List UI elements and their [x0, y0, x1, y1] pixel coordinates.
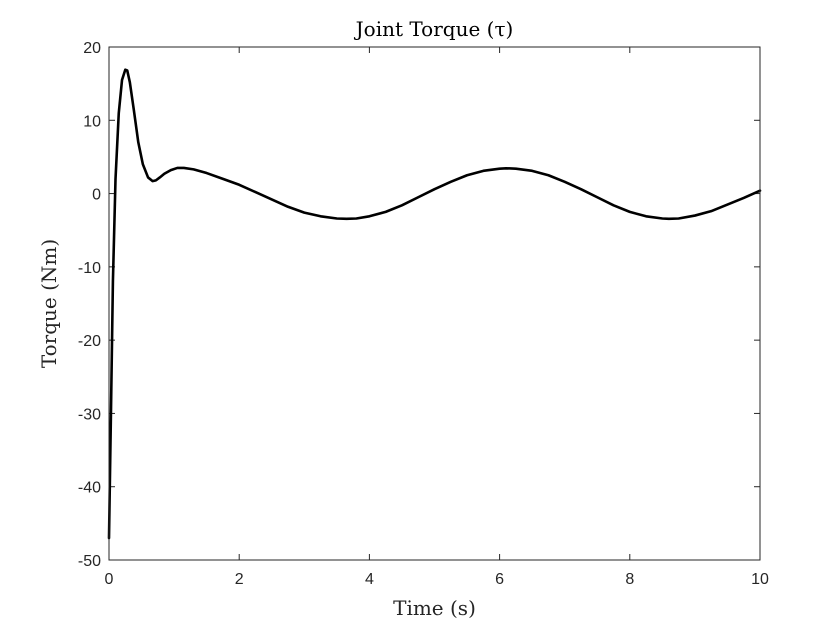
x-axis-label: Time (s) — [393, 596, 476, 620]
x-tick-label: 8 — [625, 571, 634, 588]
ticks: 0 2 4 6 8 10 20 10 0 -10 -20 -30 -40 -50 — [78, 40, 769, 588]
chart-title: Joint Torque (τ) — [354, 17, 514, 41]
y-tick-label: -50 — [78, 553, 101, 570]
y-tick-label: 20 — [83, 40, 101, 57]
x-tick-label: 0 — [105, 571, 114, 588]
y-axis-label: Torque (Nm) — [37, 239, 61, 368]
y-tick-label: 10 — [83, 113, 101, 130]
y-tick-label: 0 — [92, 187, 101, 204]
x-tick-label: 2 — [235, 571, 244, 588]
y-tick-label: -30 — [78, 406, 101, 423]
y-tick-label: -10 — [78, 260, 101, 277]
y-tick-label: -40 — [78, 480, 101, 497]
y-tick-label: -20 — [78, 333, 101, 350]
x-tick-label: 10 — [751, 571, 769, 588]
series-line-0 — [107, 68, 762, 540]
x-tick-label: 6 — [495, 571, 504, 588]
x-tick-label: 4 — [365, 571, 374, 588]
axes-frame — [108, 46, 761, 561]
series-layer — [107, 68, 762, 540]
axes-box — [108, 46, 761, 561]
